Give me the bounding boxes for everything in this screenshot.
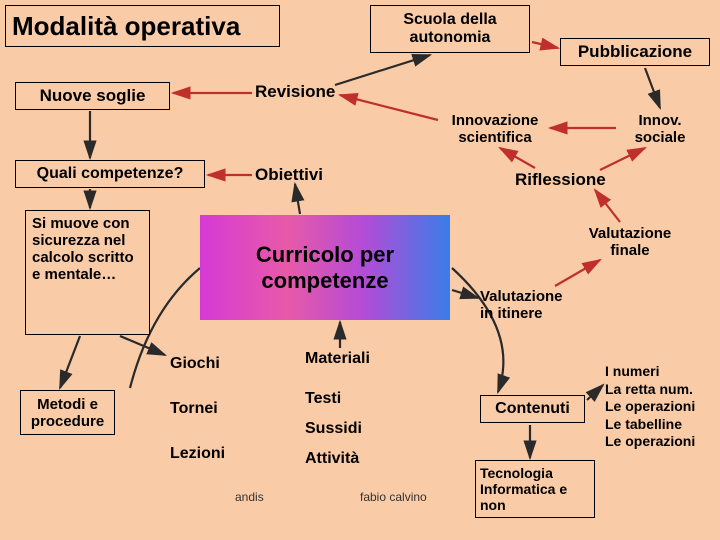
valutazione-i-label: Valutazionein itinere bbox=[480, 288, 590, 322]
sussidi-label: Sussidi bbox=[305, 420, 362, 438]
quali-box: Quali competenze? bbox=[15, 160, 205, 188]
inumeri-label: I numeri La retta num. Le operazioni Le … bbox=[605, 363, 695, 451]
tecnologia-box: Tecnologia Informatica e non bbox=[475, 460, 595, 518]
footer-fabio: fabio calvino bbox=[360, 490, 427, 504]
innov-soc-label: Innov.sociale bbox=[620, 112, 700, 146]
riflessione-label: Riflessione bbox=[515, 170, 606, 190]
pubblicazione-box: Pubblicazione bbox=[560, 38, 710, 66]
testi-label: Testi bbox=[305, 390, 341, 408]
innovazione-label: Innovazionescientifica bbox=[440, 112, 550, 146]
obiettivi-label: Obiettivi bbox=[255, 165, 323, 185]
footer-andis: andis bbox=[235, 490, 264, 504]
nuove-box: Nuove soglie bbox=[15, 82, 170, 110]
scuola-box: Scuola della autonomia bbox=[370, 5, 530, 53]
center-gradient: Curricolo per competenze bbox=[200, 215, 450, 320]
center-line1: Curricolo per bbox=[256, 242, 394, 268]
attivita-label: Attività bbox=[305, 450, 359, 468]
simuove-box: Si muove con sicurezza nel calcolo scrit… bbox=[25, 210, 150, 335]
title-box: Modalità operativa bbox=[5, 5, 280, 47]
metodi-box: Metodi e procedure bbox=[20, 390, 115, 435]
giochi-label: Giochi bbox=[170, 355, 220, 373]
tornei-label: Tornei bbox=[170, 400, 218, 418]
lezioni-label: Lezioni bbox=[170, 445, 225, 463]
materiali-label: Materiali bbox=[305, 350, 370, 368]
center-line2: competenze bbox=[261, 268, 388, 294]
valutazione-f-label: Valutazionefinale bbox=[575, 225, 685, 259]
revisione-label: Revisione bbox=[255, 82, 335, 102]
contenuti-box: Contenuti bbox=[480, 395, 585, 423]
